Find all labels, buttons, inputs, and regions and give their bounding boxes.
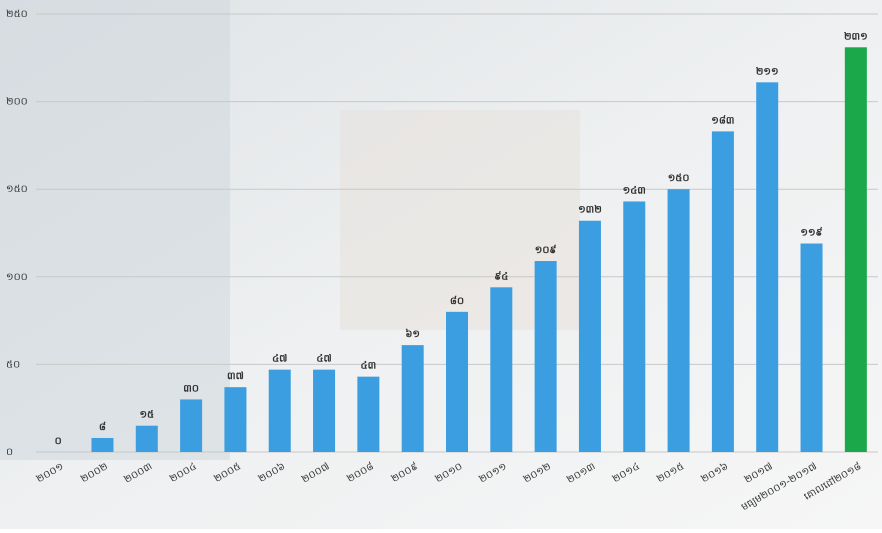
- value-label: ០: [55, 436, 62, 447]
- value-label: ៨: [99, 421, 106, 433]
- bar: [268, 369, 291, 452]
- y-tick-label: ០: [6, 447, 13, 458]
- bar: [446, 311, 468, 452]
- value-label: ១៤៣: [623, 185, 646, 196]
- y-tick-label: ២០០: [6, 97, 28, 108]
- value-label: ៨០: [450, 295, 464, 307]
- bar: [534, 261, 557, 452]
- bar: [401, 345, 424, 452]
- value-label: ៤៧: [316, 354, 331, 365]
- background-photo: [0, 0, 230, 460]
- value-label: ៦១: [405, 328, 420, 340]
- bar: [800, 243, 823, 452]
- bar: [844, 47, 867, 453]
- value-label: ១៣២: [578, 205, 602, 216]
- y-tick-label: ៥០: [6, 359, 20, 370]
- bar: [756, 82, 779, 452]
- value-label: ១៥: [139, 410, 154, 421]
- bar: [91, 437, 114, 452]
- value-label: ២៣១: [844, 31, 868, 42]
- value-label: ១០៩: [535, 244, 557, 256]
- bar: [224, 387, 247, 452]
- bar: [135, 425, 158, 452]
- bar: [313, 369, 336, 452]
- bar: [623, 201, 646, 452]
- value-label: ៣៧: [227, 371, 244, 382]
- value-label: ២១១: [756, 66, 779, 77]
- bar: [180, 399, 203, 452]
- bar: [490, 287, 513, 452]
- value-label: ៩៤: [494, 270, 508, 282]
- value-label: ១១៩: [800, 227, 822, 239]
- bar: [711, 131, 734, 452]
- bar: [667, 189, 690, 452]
- y-tick-label: ២៥០: [6, 9, 28, 20]
- value-label: ១៨៣: [711, 114, 734, 126]
- y-tick-label: ១៥០: [6, 184, 28, 195]
- value-label: ៣០: [183, 383, 199, 394]
- y-tick-label: ១០០: [6, 272, 28, 283]
- value-label: ១៥០: [668, 173, 690, 184]
- bar: [578, 220, 601, 452]
- value-label: ៤៣: [361, 361, 377, 372]
- value-label: ៤៧: [272, 354, 287, 365]
- bar: [357, 376, 380, 452]
